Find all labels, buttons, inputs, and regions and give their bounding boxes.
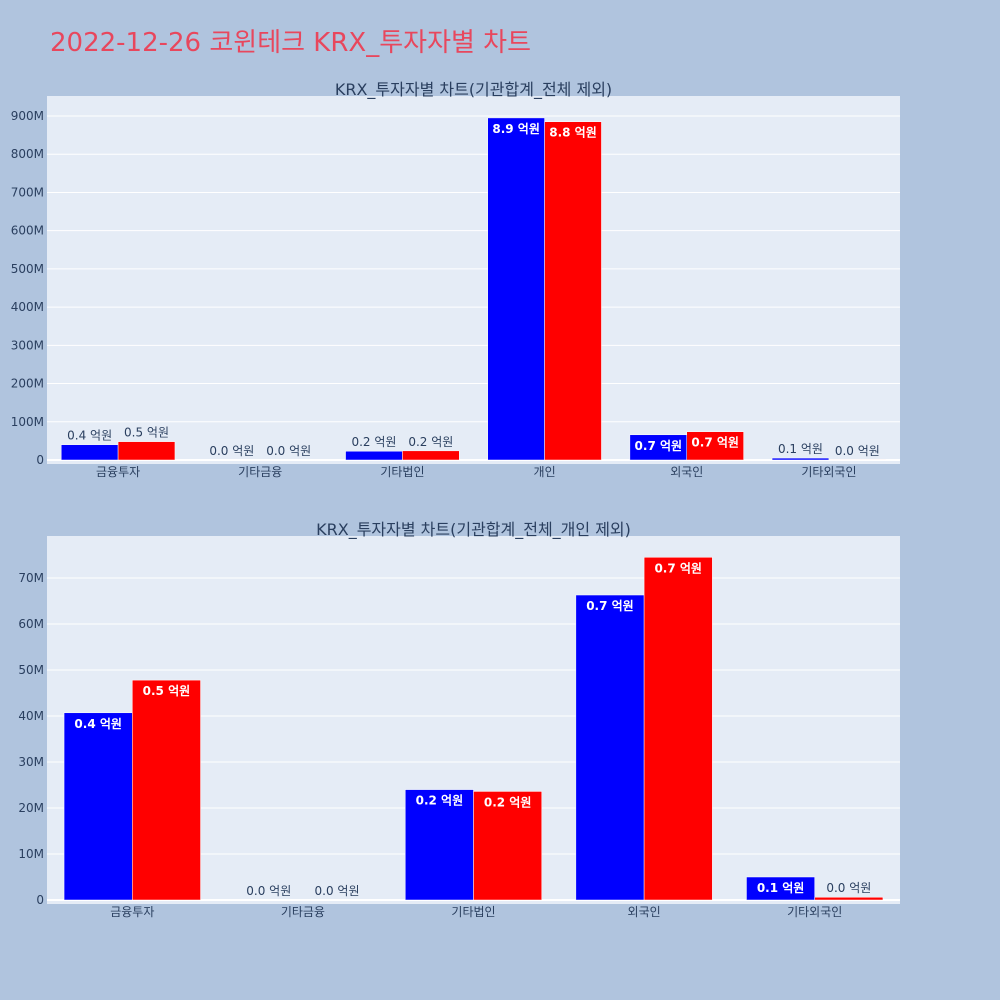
chart-title: KRX_투자자별 차트(기관합계_전체_개인 제외)	[316, 520, 631, 540]
bar-value-label: 0.0 억원	[246, 884, 291, 898]
y-tick-label: 900M	[11, 109, 44, 123]
bar	[132, 679, 201, 901]
bar-value-label: 0.0 억원	[315, 884, 360, 898]
y-tick-label: 70M	[18, 571, 44, 585]
y-tick-label: 200M	[11, 377, 44, 391]
bar	[473, 791, 542, 901]
chart-title: KRX_투자자별 차트(기관합계_전체 제외)	[335, 80, 612, 100]
bar-value-label: 0.5 억원	[124, 426, 169, 440]
y-tick-label: 60M	[18, 617, 44, 631]
y-tick-label: 0	[36, 893, 44, 907]
x-tick-label: 기타법인	[380, 465, 424, 479]
y-tick-label: 800M	[11, 147, 44, 161]
bar	[575, 594, 645, 901]
bar	[405, 789, 474, 901]
y-tick-label: 0	[36, 453, 44, 467]
bar	[63, 712, 133, 901]
bar	[345, 450, 403, 461]
x-tick-label: 기타금융	[281, 905, 325, 919]
y-tick-label: 600M	[11, 224, 44, 238]
bar-value-label: 8.8 억원	[549, 126, 597, 140]
x-tick-label: 개인	[534, 465, 556, 479]
y-tick-label: 400M	[11, 300, 44, 314]
y-tick-label: 10M	[18, 847, 44, 861]
bar-value-label: 0.1 억원	[757, 881, 805, 895]
plot-area	[47, 96, 900, 464]
bar-value-label: 0.7 억원	[691, 436, 739, 450]
x-tick-label: 기타외국인	[801, 465, 856, 479]
y-tick-label: 50M	[18, 663, 44, 677]
bar-value-label: 0.4 억원	[74, 717, 122, 731]
y-tick-label: 100M	[11, 415, 44, 429]
x-tick-label: 기타금융	[238, 465, 282, 479]
bar	[643, 557, 713, 901]
bar-value-label: 8.9 억원	[492, 122, 540, 136]
bar-value-label: 0.0 억원	[209, 444, 254, 458]
bar-value-label: 0.2 억원	[351, 435, 396, 449]
bar-value-label: 0.0 억원	[835, 444, 880, 458]
bar-value-label: 0.0 억원	[826, 881, 871, 895]
y-tick-label: 300M	[11, 338, 44, 352]
bar	[402, 450, 460, 461]
bar-value-label: 0.7 억원	[586, 599, 634, 613]
bar-value-label: 0.4 억원	[67, 429, 112, 443]
bar	[487, 117, 545, 461]
bar-value-label: 0.1 억원	[778, 442, 823, 456]
bar	[686, 431, 744, 461]
y-tick-label: 700M	[11, 185, 44, 199]
bar	[544, 121, 602, 461]
x-tick-label: 기타외국인	[787, 905, 842, 919]
x-tick-label: 금융투자	[96, 465, 140, 479]
y-tick-label: 20M	[18, 801, 44, 815]
y-tick-label: 500M	[11, 262, 44, 276]
bar	[771, 457, 830, 461]
bar-value-label: 0.0 억원	[266, 444, 311, 458]
x-tick-label: 외국인	[628, 905, 661, 919]
x-tick-label: 외국인	[670, 465, 703, 479]
bar-value-label: 0.5 억원	[143, 684, 191, 698]
bar-value-label: 0.2 억원	[408, 435, 453, 449]
bar	[746, 876, 815, 901]
bar-value-label: 0.2 억원	[484, 795, 532, 809]
bar	[629, 434, 688, 461]
x-tick-label: 금융투자	[110, 905, 154, 919]
bar-value-label: 0.2 억원	[416, 794, 464, 808]
y-tick-label: 30M	[18, 755, 44, 769]
y-tick-label: 40M	[18, 709, 44, 723]
x-tick-label: 기타법인	[451, 905, 495, 919]
bar	[60, 444, 119, 461]
bar-value-label: 0.7 억원	[635, 439, 683, 453]
page-title: 2022-12-26 코윈테크 KRX_투자자별 차트	[50, 28, 532, 58]
bar-value-label: 0.7 억원	[654, 561, 702, 575]
bar	[117, 441, 176, 461]
bar	[814, 896, 884, 901]
